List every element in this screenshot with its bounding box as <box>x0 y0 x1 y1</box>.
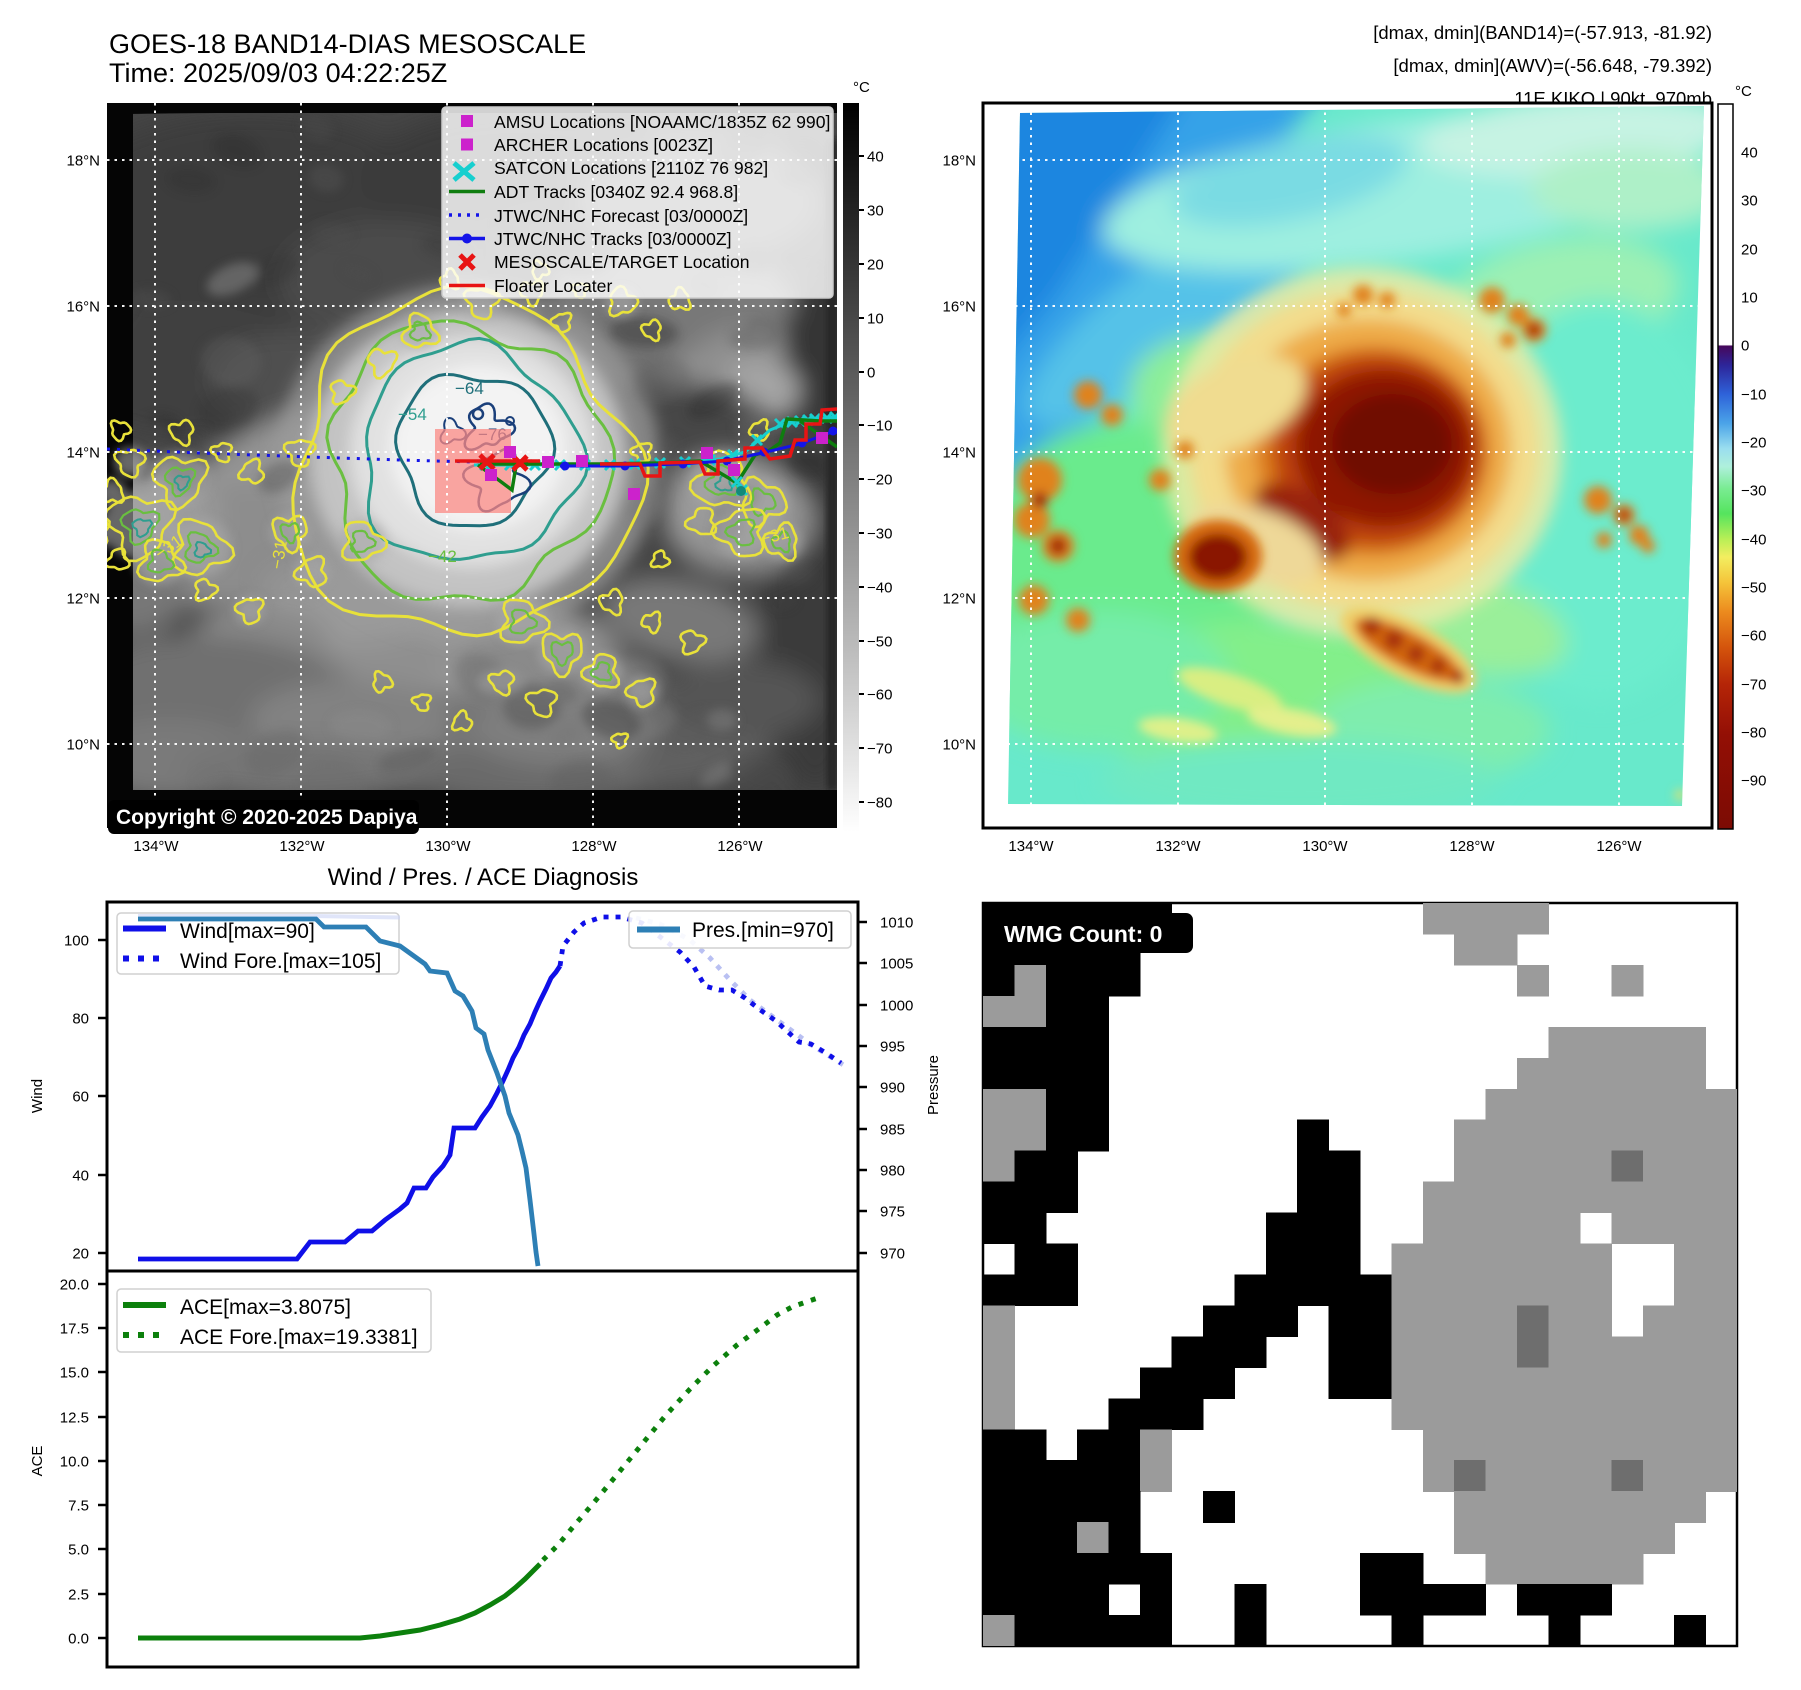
svg-text:−64: −64 <box>455 379 484 398</box>
svg-text:7.5: 7.5 <box>68 1498 89 1515</box>
svg-text:10: 10 <box>867 311 884 328</box>
svg-text:132°W: 132°W <box>1155 838 1201 855</box>
svg-text:−60: −60 <box>1741 628 1766 645</box>
svg-text:14°N: 14°N <box>66 445 100 462</box>
svg-text:[dmax, dmin](AWV)=(-56.648, -7: [dmax, dmin](AWV)=(-56.648, -79.392) <box>1393 55 1712 76</box>
svg-text:40: 40 <box>72 1168 89 1185</box>
svg-text:−70: −70 <box>867 741 892 758</box>
svg-text:−50: −50 <box>1741 580 1766 597</box>
svg-text:80: 80 <box>72 1011 89 1028</box>
svg-text:WMG Count: 0: WMG Count: 0 <box>1004 921 1162 947</box>
svg-text:970: 970 <box>880 1246 905 1263</box>
svg-text:12.5: 12.5 <box>60 1410 89 1427</box>
svg-text:GOES-18 BAND14-DIAS MESOSCALE: GOES-18 BAND14-DIAS MESOSCALE <box>109 29 586 59</box>
svg-text:995: 995 <box>880 1039 905 1056</box>
svg-text:40: 40 <box>1741 145 1758 162</box>
svg-text:134°W: 134°W <box>133 838 179 855</box>
svg-text:40: 40 <box>867 149 884 166</box>
svg-text:Wind Fore.[max=105]: Wind Fore.[max=105] <box>180 950 381 973</box>
svg-text:−40: −40 <box>867 580 892 597</box>
svg-text:17.5: 17.5 <box>60 1321 89 1338</box>
svg-text:132°W: 132°W <box>279 838 325 855</box>
svg-text:10.0: 10.0 <box>60 1454 89 1471</box>
svg-text:−10: −10 <box>867 418 892 435</box>
svg-text:18°N: 18°N <box>942 153 976 170</box>
svg-text:−50: −50 <box>867 634 892 651</box>
svg-text:−40: −40 <box>1741 532 1766 549</box>
svg-text:10°N: 10°N <box>942 737 976 754</box>
svg-text:5.0: 5.0 <box>68 1542 89 1559</box>
svg-text:0.0: 0.0 <box>68 1631 89 1648</box>
svg-text:Time: 2025/09/03 04:22:25Z: Time: 2025/09/03 04:22:25Z <box>109 58 447 88</box>
svg-text:0: 0 <box>867 365 875 382</box>
svg-text:0: 0 <box>1741 338 1749 355</box>
svg-text:Pressure: Pressure <box>925 1055 942 1115</box>
svg-text:130°W: 130°W <box>1302 838 1348 855</box>
svg-text:1010: 1010 <box>880 915 913 932</box>
svg-text:[dmax, dmin](BAND14)=(-57.913,: [dmax, dmin](BAND14)=(-57.913, -81.92) <box>1373 22 1712 43</box>
svg-text:MESOSCALE/TARGET Location: MESOSCALE/TARGET Location <box>494 252 750 272</box>
svg-text:°C: °C <box>853 79 870 96</box>
svg-text:JTWC/NHC Tracks [03/0000Z]: JTWC/NHC Tracks [03/0000Z] <box>494 229 732 249</box>
svg-text:12°N: 12°N <box>942 591 976 608</box>
svg-text:−80: −80 <box>867 795 892 812</box>
svg-text:Wind / Pres. / ACE Diagnosis: Wind / Pres. / ACE Diagnosis <box>328 864 639 891</box>
svg-text:14°N: 14°N <box>942 445 976 462</box>
svg-text:−31: −31 <box>267 539 291 571</box>
svg-text:16°N: 16°N <box>942 299 976 316</box>
svg-text:−20: −20 <box>1741 435 1766 452</box>
svg-text:−70: −70 <box>1741 677 1766 694</box>
svg-text:−60: −60 <box>867 687 892 704</box>
svg-text:ACE Fore.[max=19.3381]: ACE Fore.[max=19.3381] <box>180 1326 418 1349</box>
svg-text:ADT Tracks [0340Z 92.4 968.8]: ADT Tracks [0340Z 92.4 968.8] <box>494 182 738 202</box>
svg-text:134°W: 134°W <box>1008 838 1054 855</box>
svg-text:980: 980 <box>880 1163 905 1180</box>
svg-text:16°N: 16°N <box>66 299 100 316</box>
svg-text:AMSU Locations [NOAAMC/1835Z 6: AMSU Locations [NOAAMC/1835Z 62 990] <box>494 112 830 132</box>
svg-text:1005: 1005 <box>880 956 913 973</box>
svg-text:12°N: 12°N <box>66 591 100 608</box>
svg-text:SATCON Locations [2110Z 76 982: SATCON Locations [2110Z 76 982] <box>494 158 768 178</box>
svg-text:990: 990 <box>880 1080 905 1097</box>
svg-text:60: 60 <box>72 1089 89 1106</box>
svg-text:−10: −10 <box>1741 387 1766 404</box>
svg-text:20: 20 <box>867 257 884 274</box>
svg-text:Copyright © 2020-2025 Dapiya: Copyright © 2020-2025 Dapiya <box>116 806 418 829</box>
svg-text:128°W: 128°W <box>1449 838 1495 855</box>
svg-text:126°W: 126°W <box>1596 838 1642 855</box>
svg-text:2.5: 2.5 <box>68 1587 89 1604</box>
svg-text:−90: −90 <box>1741 773 1766 790</box>
svg-text:−30: −30 <box>1741 483 1766 500</box>
svg-text:Pres.[min=970]: Pres.[min=970] <box>692 919 834 942</box>
svg-text:30: 30 <box>867 203 884 220</box>
svg-text:15.0: 15.0 <box>60 1365 89 1382</box>
svg-text:−80: −80 <box>1741 725 1766 742</box>
svg-text:100: 100 <box>64 933 89 950</box>
svg-text:ACE[max=3.8075]: ACE[max=3.8075] <box>180 1296 351 1319</box>
svg-text:130°W: 130°W <box>425 838 471 855</box>
svg-text:20.0: 20.0 <box>60 1277 89 1294</box>
svg-text:−54: −54 <box>398 405 427 424</box>
svg-text:18°N: 18°N <box>66 153 100 170</box>
svg-text:10: 10 <box>1741 290 1758 307</box>
svg-text:Floater Locater: Floater Locater <box>494 276 612 296</box>
svg-text:JTWC/NHC Forecast [03/0000Z]: JTWC/NHC Forecast [03/0000Z] <box>494 206 748 226</box>
svg-text:126°W: 126°W <box>717 838 763 855</box>
svg-text:−42: −42 <box>428 547 457 566</box>
svg-text:128°W: 128°W <box>571 838 617 855</box>
svg-text:20: 20 <box>1741 242 1758 259</box>
svg-text:30: 30 <box>1741 193 1758 210</box>
svg-text:1000: 1000 <box>880 998 913 1015</box>
svg-text:ARCHER Locations [0023Z]: ARCHER Locations [0023Z] <box>494 135 713 155</box>
svg-text:20: 20 <box>72 1246 89 1263</box>
svg-text:−20: −20 <box>867 472 892 489</box>
svg-text:ACE: ACE <box>29 1446 46 1477</box>
svg-text:975: 975 <box>880 1204 905 1221</box>
svg-text:985: 985 <box>880 1122 905 1139</box>
svg-text:Wind[max=90]: Wind[max=90] <box>180 920 315 943</box>
svg-text:−30: −30 <box>867 526 892 543</box>
svg-text:10°N: 10°N <box>66 737 100 754</box>
svg-text:°C: °C <box>1735 83 1752 100</box>
svg-text:Wind: Wind <box>29 1079 46 1113</box>
